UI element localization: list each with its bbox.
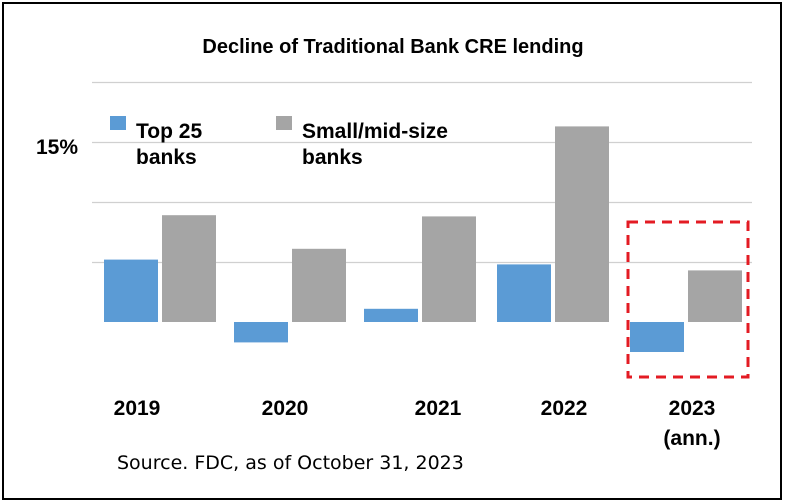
bar-top25-2022 bbox=[497, 264, 551, 322]
legend-label-small-mid-line2: banks bbox=[302, 146, 363, 169]
bar-small-mid-2021 bbox=[422, 216, 476, 322]
bar-top25-2021 bbox=[364, 308, 418, 322]
legend-label-top25-line1: Top 25 bbox=[136, 120, 203, 143]
bar-top25-2019 bbox=[104, 259, 158, 322]
legend-label-small-mid: Small/mid-size banks bbox=[302, 119, 448, 171]
bar-small-mid-2019 bbox=[162, 215, 216, 322]
legend-label-small-mid-line1: Small/mid-size bbox=[302, 120, 448, 143]
x-tick-label-2023-line2: (ann.) bbox=[663, 427, 721, 450]
legend-label-top25-line2: banks bbox=[136, 146, 197, 169]
x-tick-label-2023: 2023 (ann.) bbox=[632, 394, 752, 454]
x-tick-label-2022: 2022 bbox=[540, 397, 588, 420]
legend-swatch-top25 bbox=[110, 116, 126, 130]
bar-small-mid-2023 bbox=[688, 270, 742, 322]
bar-top25-2020 bbox=[234, 322, 288, 343]
legend-swatch-small-mid bbox=[276, 116, 292, 130]
chart-title: Decline of Traditional Bank CRE lending bbox=[202, 36, 584, 58]
y-tick-label-15: 15% bbox=[36, 136, 79, 159]
x-tick-label-2023-line1: 2023 bbox=[668, 397, 716, 420]
source-note: Source. FDC, as of October 31, 2023 bbox=[117, 452, 464, 474]
x-tick-label-2019: 2019 bbox=[113, 397, 161, 420]
bar-small-mid-2022 bbox=[555, 126, 609, 323]
legend-label-top25: Top 25 banks bbox=[136, 119, 202, 171]
x-tick-label-2020: 2020 bbox=[261, 397, 309, 420]
bar-small-mid-2020 bbox=[292, 248, 346, 322]
bar-top25-2023 bbox=[630, 322, 684, 352]
highlight-box-2023 bbox=[626, 220, 750, 379]
x-tick-label-2021: 2021 bbox=[414, 397, 462, 420]
